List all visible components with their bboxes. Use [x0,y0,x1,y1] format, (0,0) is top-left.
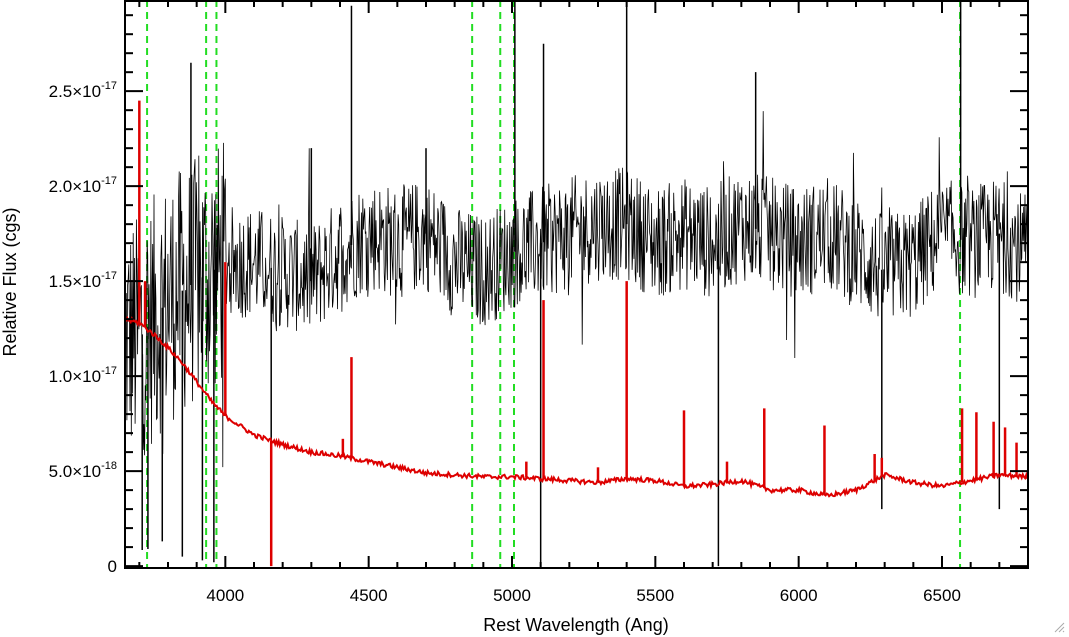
y-tick-mantissa: 2.5×10 [49,82,101,101]
plot-frame [124,0,1029,569]
series-line [124,111,1028,468]
y-tick-label: 1.5×10-17 [49,270,117,291]
resize-grip-icon [1054,622,1065,633]
y-tick-mantissa: 1.5×10 [49,272,101,291]
y-tick-label: 2.5×10-17 [49,80,117,101]
y-tick-mantissa: 5.0×10 [49,462,101,481]
y-tick-exponent: -18 [101,460,117,472]
y-tick-exponent: -17 [101,365,117,377]
series-1 [124,100,1029,567]
y-axis-title: Relative Flux (cgs) [0,207,20,356]
x-axis-title: Rest Wavelength (Ang) [483,615,668,635]
y-tick-label: 2.0×10-17 [49,175,117,196]
y-tick-mantissa: 2.0×10 [49,177,101,196]
y-tick-exponent: -17 [101,80,117,92]
y-tick-label: 1.0×10-17 [49,365,117,386]
series-group [124,0,1029,567]
y-tick-mantissa: 1.0×10 [49,367,101,386]
y-tick-exponent: -17 [101,270,117,282]
x-tick-label: 4500 [350,586,388,605]
x-tick-label: 5500 [636,586,674,605]
x-tick-label: 6000 [780,586,818,605]
emission-line-markers [146,0,962,568]
x-tick-labels: 4000 4500 5000 5500 6000 6500 [206,586,960,605]
series-0 [124,0,1028,567]
x-tick-label: 6500 [923,586,961,605]
series-line [124,315,1029,498]
y-tick-exponent: -17 [101,175,117,187]
y-tick-label: 0 [108,557,117,576]
x-tick-label: 5000 [493,586,531,605]
y-tick-label: 5.0×10-18 [49,460,117,481]
y-tick-labels: 05.0×10-181.0×10-171.5×10-172.0×10-172.5… [49,80,117,576]
y-tick-mantissa: 0 [108,557,117,576]
x-tick-label: 4000 [206,586,244,605]
axis-ticks [125,1,1029,568]
